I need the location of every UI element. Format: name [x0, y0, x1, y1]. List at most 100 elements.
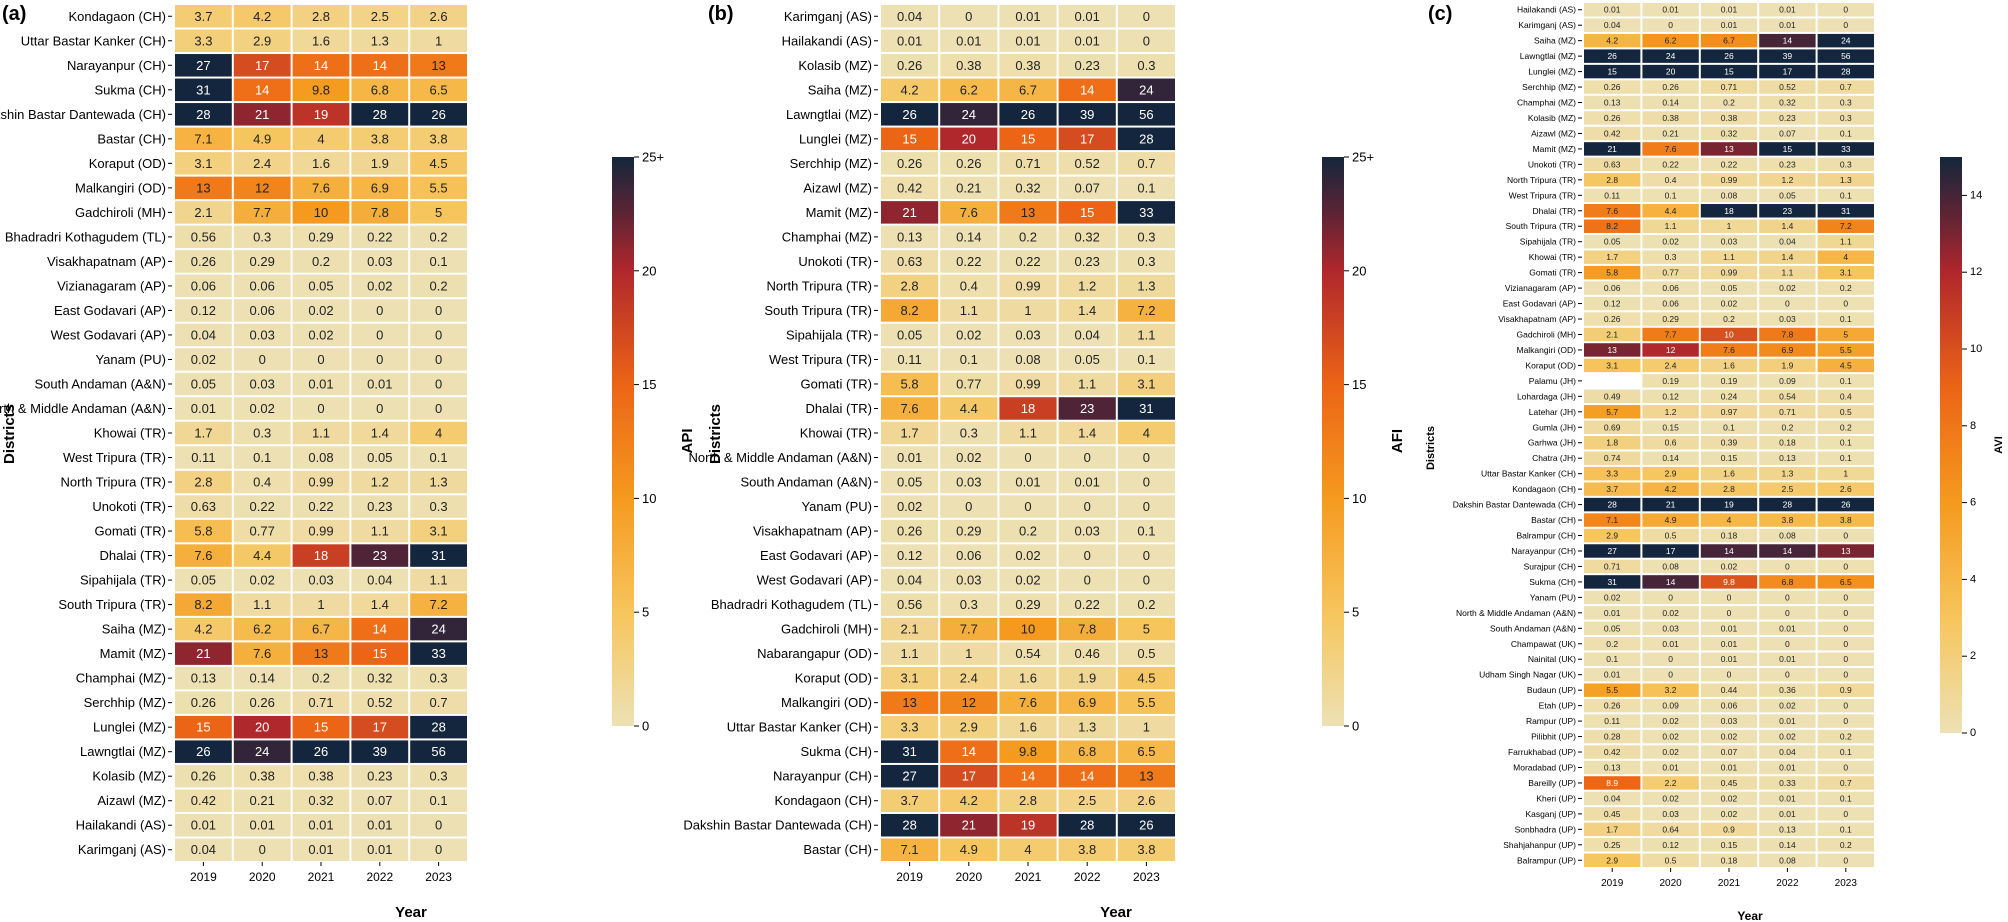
heatmap-cell: [351, 348, 409, 371]
heatmap-cell: [1642, 234, 1699, 249]
heatmap-cell: [1700, 49, 1758, 63]
heatmap-cell: [1584, 80, 1641, 94]
heatmap-cell: [881, 103, 939, 126]
cell-value: 0.05: [1075, 352, 1100, 367]
heatmap-cell: [1117, 470, 1175, 494]
heatmap-cell: [1759, 575, 1816, 589]
heatmap-cell: [881, 691, 939, 714]
heatmap-cell: [1584, 683, 1641, 697]
heatmap-cell: [1584, 606, 1641, 620]
colorbar-a-label: API: [679, 428, 696, 453]
heatmap-cell: [1700, 33, 1758, 48]
heatmap-cell: [1700, 80, 1758, 94]
cell-value: 0.03: [1721, 237, 1738, 247]
heatmap-cell: [1759, 807, 1816, 821]
cell-value: 0.08: [1662, 561, 1679, 571]
cell-value: 0: [1143, 9, 1150, 24]
cell-value: 0.77: [1662, 268, 1679, 278]
cell-value: 0.3: [1665, 252, 1677, 262]
cell-value: 0.6: [1665, 438, 1677, 448]
cell-value: 0: [1785, 608, 1790, 618]
row-label: Narayanpur (CH): [67, 58, 166, 73]
cell-value: 0.7: [1840, 778, 1852, 788]
heatmap-cell: [1642, 296, 1699, 311]
cell-value: 0: [376, 303, 383, 318]
cell-value: 1.3: [371, 33, 389, 48]
cell-value: 4.2: [1606, 36, 1618, 46]
heatmap-cell: [1759, 250, 1816, 264]
cell-value: 1.4: [371, 426, 389, 441]
cell-value: 0.05: [308, 278, 333, 293]
heatmap-cell: [1584, 296, 1641, 311]
heatmap-cell: [1584, 822, 1641, 837]
heatmap-cell: [410, 397, 467, 420]
heatmap-cell: [1700, 760, 1758, 775]
heatmap-cell: [1058, 617, 1116, 641]
heatmap-cell: [999, 421, 1057, 445]
heatmap-cell: [233, 715, 291, 739]
heatmap-cell: [999, 740, 1057, 763]
heatmap-cell: [1642, 3, 1699, 17]
row-label: Yanam (PU): [95, 352, 166, 367]
cell-value: 0.7: [1840, 82, 1852, 92]
col-label: 2022: [366, 870, 393, 884]
row-label: Yanam (PU): [1530, 592, 1576, 602]
heatmap-cell: [881, 764, 939, 788]
row-label: North & Middle Andaman (A&N): [1456, 608, 1576, 618]
heatmap-cell: [175, 78, 232, 102]
row-label: Visakhapatnam (AP): [1498, 314, 1576, 324]
row-label: Lawngtlai (MZ): [786, 107, 872, 122]
cell-value: 2.5: [1078, 793, 1096, 808]
heatmap-cell: [351, 691, 409, 714]
heatmap-cell: [410, 152, 467, 175]
row-label: Dhalai (TR): [100, 548, 166, 563]
heatmap-cell: [351, 568, 409, 592]
cell-value: 1.1: [1723, 252, 1735, 262]
heatmap-cell: [1584, 281, 1641, 295]
cell-value: 1.1: [1665, 221, 1677, 231]
cell-value: 0.45: [1721, 778, 1738, 788]
cell-value: 0.99: [1721, 268, 1738, 278]
heatmap-cell: [410, 764, 467, 788]
cell-value: 0.01: [250, 818, 275, 833]
cell-value: 0.02: [1779, 283, 1796, 293]
cell-value: 0.54: [1015, 646, 1040, 661]
row-label: Gadchiroli (MH): [75, 205, 166, 220]
cell-value: 0.06: [191, 278, 216, 293]
cell-value: 0.7: [1137, 156, 1155, 171]
heatmap-cell: [351, 78, 409, 102]
heatmap-cell: [1117, 838, 1175, 861]
cell-value: 3.1: [1137, 376, 1155, 391]
cell-value: 4.4: [253, 548, 271, 563]
panel-b-colorbar: 0 5 10 15 20 25+ AFI: [1322, 150, 1406, 734]
row-label: Lunglei (MZ): [799, 131, 872, 146]
cell-value: 0.26: [1604, 701, 1621, 711]
heatmap-cell: [292, 274, 350, 298]
heatmap-cell: [351, 29, 409, 53]
cell-value: 0.71: [1604, 561, 1621, 571]
row-label: Kolasib (MZ): [1528, 113, 1576, 123]
cell-value: 0.06: [1662, 283, 1679, 293]
heatmap-cell: [1642, 80, 1699, 94]
cell-value: 0.4: [1840, 391, 1852, 401]
colorbar-tick-label: 10: [642, 491, 656, 506]
heatmap-cell: [1642, 838, 1699, 852]
col-label: 2019: [1601, 878, 1624, 889]
heatmap-cell: [1058, 54, 1116, 77]
cell-value: 0.26: [897, 524, 922, 539]
cell-value: 15: [373, 646, 387, 661]
heatmap-cell: [1817, 188, 1874, 203]
cell-value: 3.3: [901, 720, 919, 735]
heatmap-cell: [410, 201, 467, 224]
row-label: Nainital (UK): [1528, 654, 1576, 664]
heatmap-cell: [1584, 544, 1641, 558]
heatmap-cell: [1817, 436, 1874, 450]
heatmap-cell: [1642, 250, 1699, 264]
cell-value: 0.22: [1015, 254, 1040, 269]
cell-value: 1.1: [960, 303, 978, 318]
heatmap-cell: [940, 764, 998, 788]
row-label: North Tripura (TR): [61, 475, 166, 490]
heatmap-cell: [175, 789, 232, 812]
heatmap-cell: [1584, 188, 1641, 203]
cell-value: 39: [1783, 51, 1793, 61]
